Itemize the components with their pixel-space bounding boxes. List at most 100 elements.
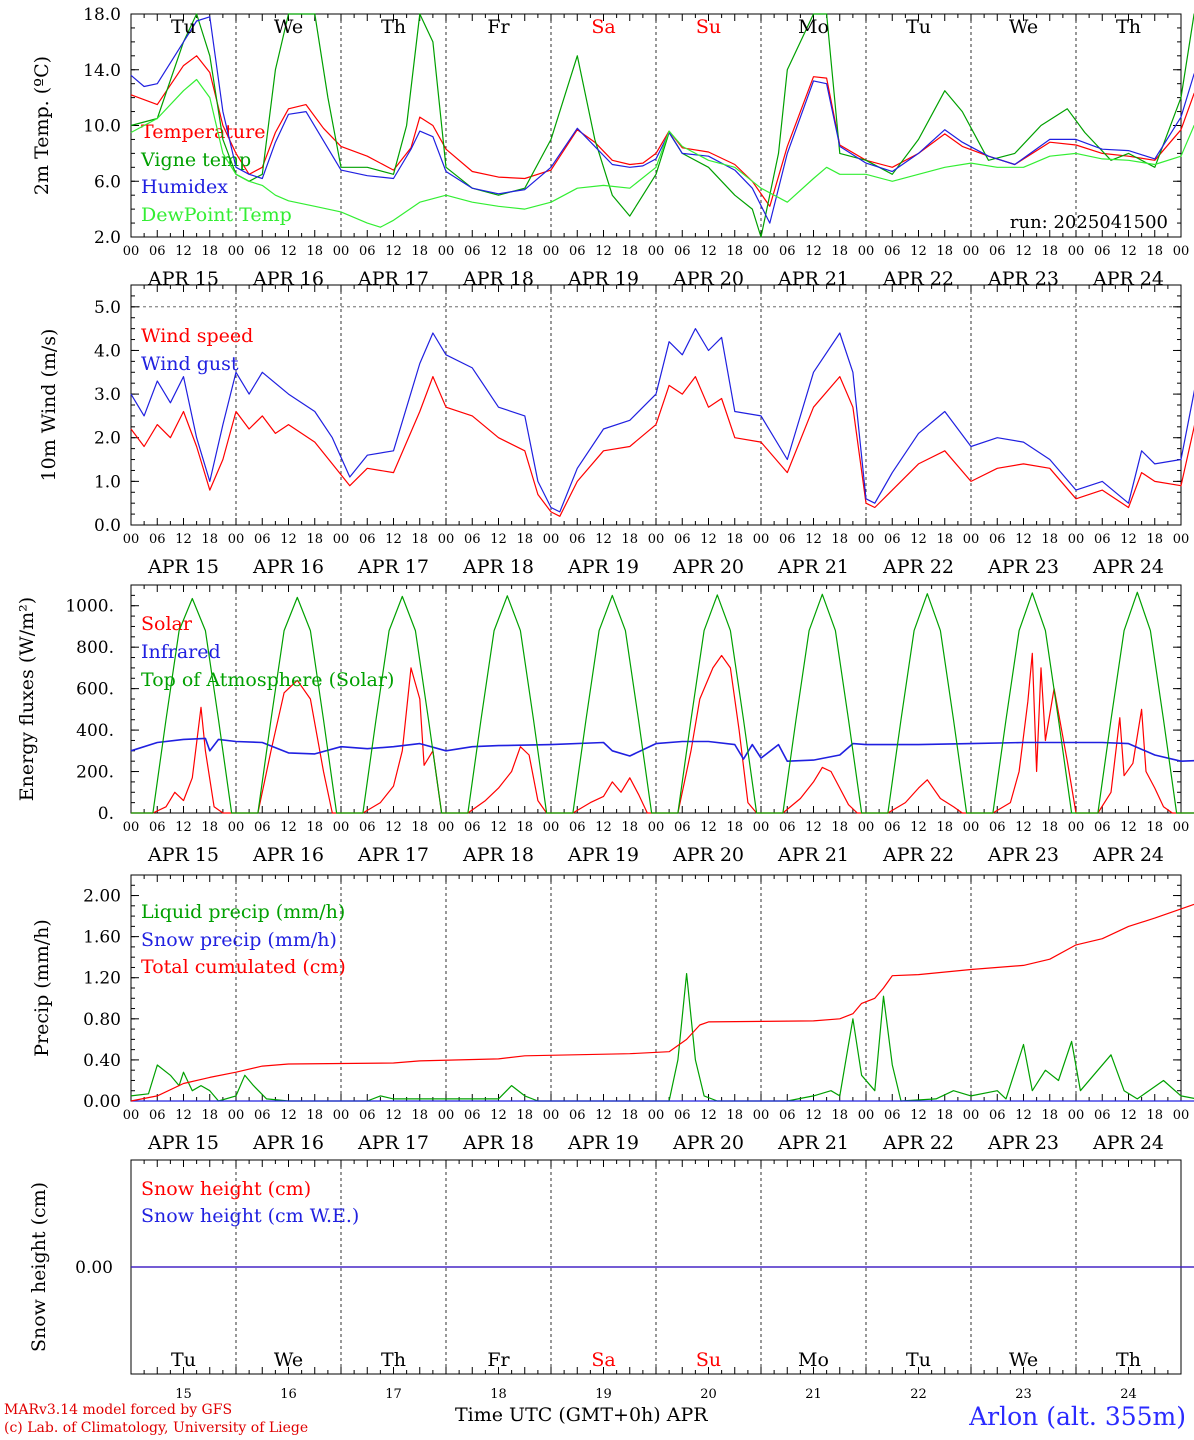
y-tick-label: 6.0 xyxy=(94,172,121,192)
hour-tick-label: 18 xyxy=(936,532,953,547)
hour-tick-label: 00 xyxy=(438,244,455,259)
hour-tick-label: 00 xyxy=(963,1108,980,1123)
date-label: APR 16 xyxy=(252,1132,324,1154)
hour-tick-label: 06 xyxy=(884,532,901,547)
run-label: run: 2025041500 xyxy=(1010,212,1168,233)
hour-tick-label: 18 xyxy=(831,532,848,547)
hour-tick-label: 18 xyxy=(306,244,323,259)
hour-tick-label: 06 xyxy=(989,244,1006,259)
hour-tick-label: 06 xyxy=(1094,532,1111,547)
y-tick-label: 1.20 xyxy=(83,969,121,989)
legend-humidex: Humidex xyxy=(141,176,228,198)
y-tick-label: 2.00 xyxy=(83,887,121,907)
hour-tick-label: 12 xyxy=(385,820,402,835)
hour-tick-label: 12 xyxy=(1120,1108,1137,1123)
hour-tick-label: 18 xyxy=(621,532,638,547)
y-tick-label: 400. xyxy=(76,721,114,741)
hour-tick-label: 18 xyxy=(411,820,428,835)
y-axis-label: Precip (mm/h) xyxy=(31,919,53,1057)
hour-tick-label: 06 xyxy=(779,820,796,835)
hour-tick-label: 18 xyxy=(516,244,533,259)
hour-tick-label: 18 xyxy=(1041,532,1058,547)
hour-tick-label: 06 xyxy=(884,244,901,259)
hour-tick-label: 18 xyxy=(726,244,743,259)
hour-tick-label: 18 xyxy=(201,244,218,259)
model-note: MARv3.14 model forced by GFS xyxy=(4,1402,233,1418)
hour-tick-label: 18 xyxy=(306,1108,323,1123)
legend-snow-height-cm-: Snow height (cm) xyxy=(141,1178,311,1200)
hour-tick-label: 18 xyxy=(936,820,953,835)
hour-tick-label: 18 xyxy=(1041,244,1058,259)
series-infrared xyxy=(130,737,1194,763)
hour-tick-label: 06 xyxy=(359,1108,376,1123)
y-tick-label: 5.0 xyxy=(94,298,121,318)
y-tick-label: 0.0 xyxy=(94,516,121,536)
y-tick-label: 4.0 xyxy=(94,341,121,361)
hour-tick-label: 12 xyxy=(1120,244,1137,259)
hour-tick-label: 00 xyxy=(1173,244,1190,259)
hour-tick-label: 12 xyxy=(700,820,717,835)
series-vigne-temp xyxy=(130,13,1194,238)
hour-tick-label: 18 xyxy=(306,820,323,835)
y-tick-label: 18.0 xyxy=(83,5,121,25)
hour-tick-label: 06 xyxy=(254,820,271,835)
date-label: APR 17 xyxy=(357,844,429,866)
date-label: APR 15 xyxy=(147,1132,219,1154)
hour-tick-label: 00 xyxy=(123,820,140,835)
hour-tick-label: 00 xyxy=(123,244,140,259)
hour-tick-label: 12 xyxy=(1120,532,1137,547)
hour-tick-label: 12 xyxy=(385,1108,402,1123)
date-label: APR 19 xyxy=(567,844,639,866)
hour-tick-label: 18 xyxy=(516,820,533,835)
hour-tick-label: 00 xyxy=(858,820,875,835)
date-label: APR 23 xyxy=(987,1132,1059,1154)
weekday-label: Sa xyxy=(591,1349,615,1371)
legend-wind-speed: Wind speed xyxy=(141,325,253,347)
hour-tick-label: 06 xyxy=(359,820,376,835)
hour-tick-label: 00 xyxy=(858,1108,875,1123)
day-number-label: 22 xyxy=(910,1387,927,1402)
series-wind-speed xyxy=(130,376,1194,517)
hour-tick-label: 12 xyxy=(175,820,192,835)
hour-tick-label: 12 xyxy=(175,1108,192,1123)
weekday-label: We xyxy=(1009,1349,1038,1371)
series-liquid-precip-mm-h- xyxy=(130,972,1194,1102)
hour-tick-label: 00 xyxy=(333,244,350,259)
date-label: APR 19 xyxy=(567,1132,639,1154)
legend-top-of-atmosphere-solar-: Top of Atmosphere (Solar) xyxy=(141,669,394,691)
hour-tick-label: 00 xyxy=(1068,1108,1085,1123)
weekday-label: Tu xyxy=(906,1349,931,1371)
date-label: APR 21 xyxy=(777,844,849,866)
weekday-label: Th xyxy=(1116,16,1141,38)
hour-tick-label: 12 xyxy=(175,532,192,547)
date-label: APR 18 xyxy=(462,556,534,578)
hour-tick-label: 06 xyxy=(674,244,691,259)
y-tick-label: 1000. xyxy=(65,597,114,617)
y-tick-label: 1.0 xyxy=(94,472,121,492)
hour-tick-label: 12 xyxy=(490,1108,507,1123)
weekday-label: We xyxy=(274,1349,303,1371)
weekday-label: Fr xyxy=(487,1349,510,1371)
series-humidex xyxy=(130,16,1194,224)
hour-tick-label: 06 xyxy=(569,820,586,835)
hour-tick-label: 18 xyxy=(831,820,848,835)
hour-tick-label: 00 xyxy=(1173,532,1190,547)
date-label: APR 22 xyxy=(882,556,954,578)
weekday-label: Th xyxy=(381,16,406,38)
series-dewpoint-temp xyxy=(130,78,1194,228)
hour-tick-label: 06 xyxy=(674,532,691,547)
hour-tick-label: 12 xyxy=(280,1108,297,1123)
hour-tick-label: 00 xyxy=(543,820,560,835)
y-tick-label: 0.00 xyxy=(75,1258,113,1278)
weekday-label: Fr xyxy=(487,16,510,38)
day-number-label: 17 xyxy=(385,1387,402,1402)
hour-tick-label: 12 xyxy=(595,244,612,259)
date-label: APR 17 xyxy=(357,1132,429,1154)
hour-tick-label: 18 xyxy=(201,532,218,547)
y-axis-label: 10m Wind (m/s) xyxy=(38,329,60,482)
day-number-label: 23 xyxy=(1015,1387,1032,1402)
date-label: APR 23 xyxy=(987,556,1059,578)
date-label: APR 16 xyxy=(252,844,324,866)
hour-tick-label: 00 xyxy=(1068,532,1085,547)
